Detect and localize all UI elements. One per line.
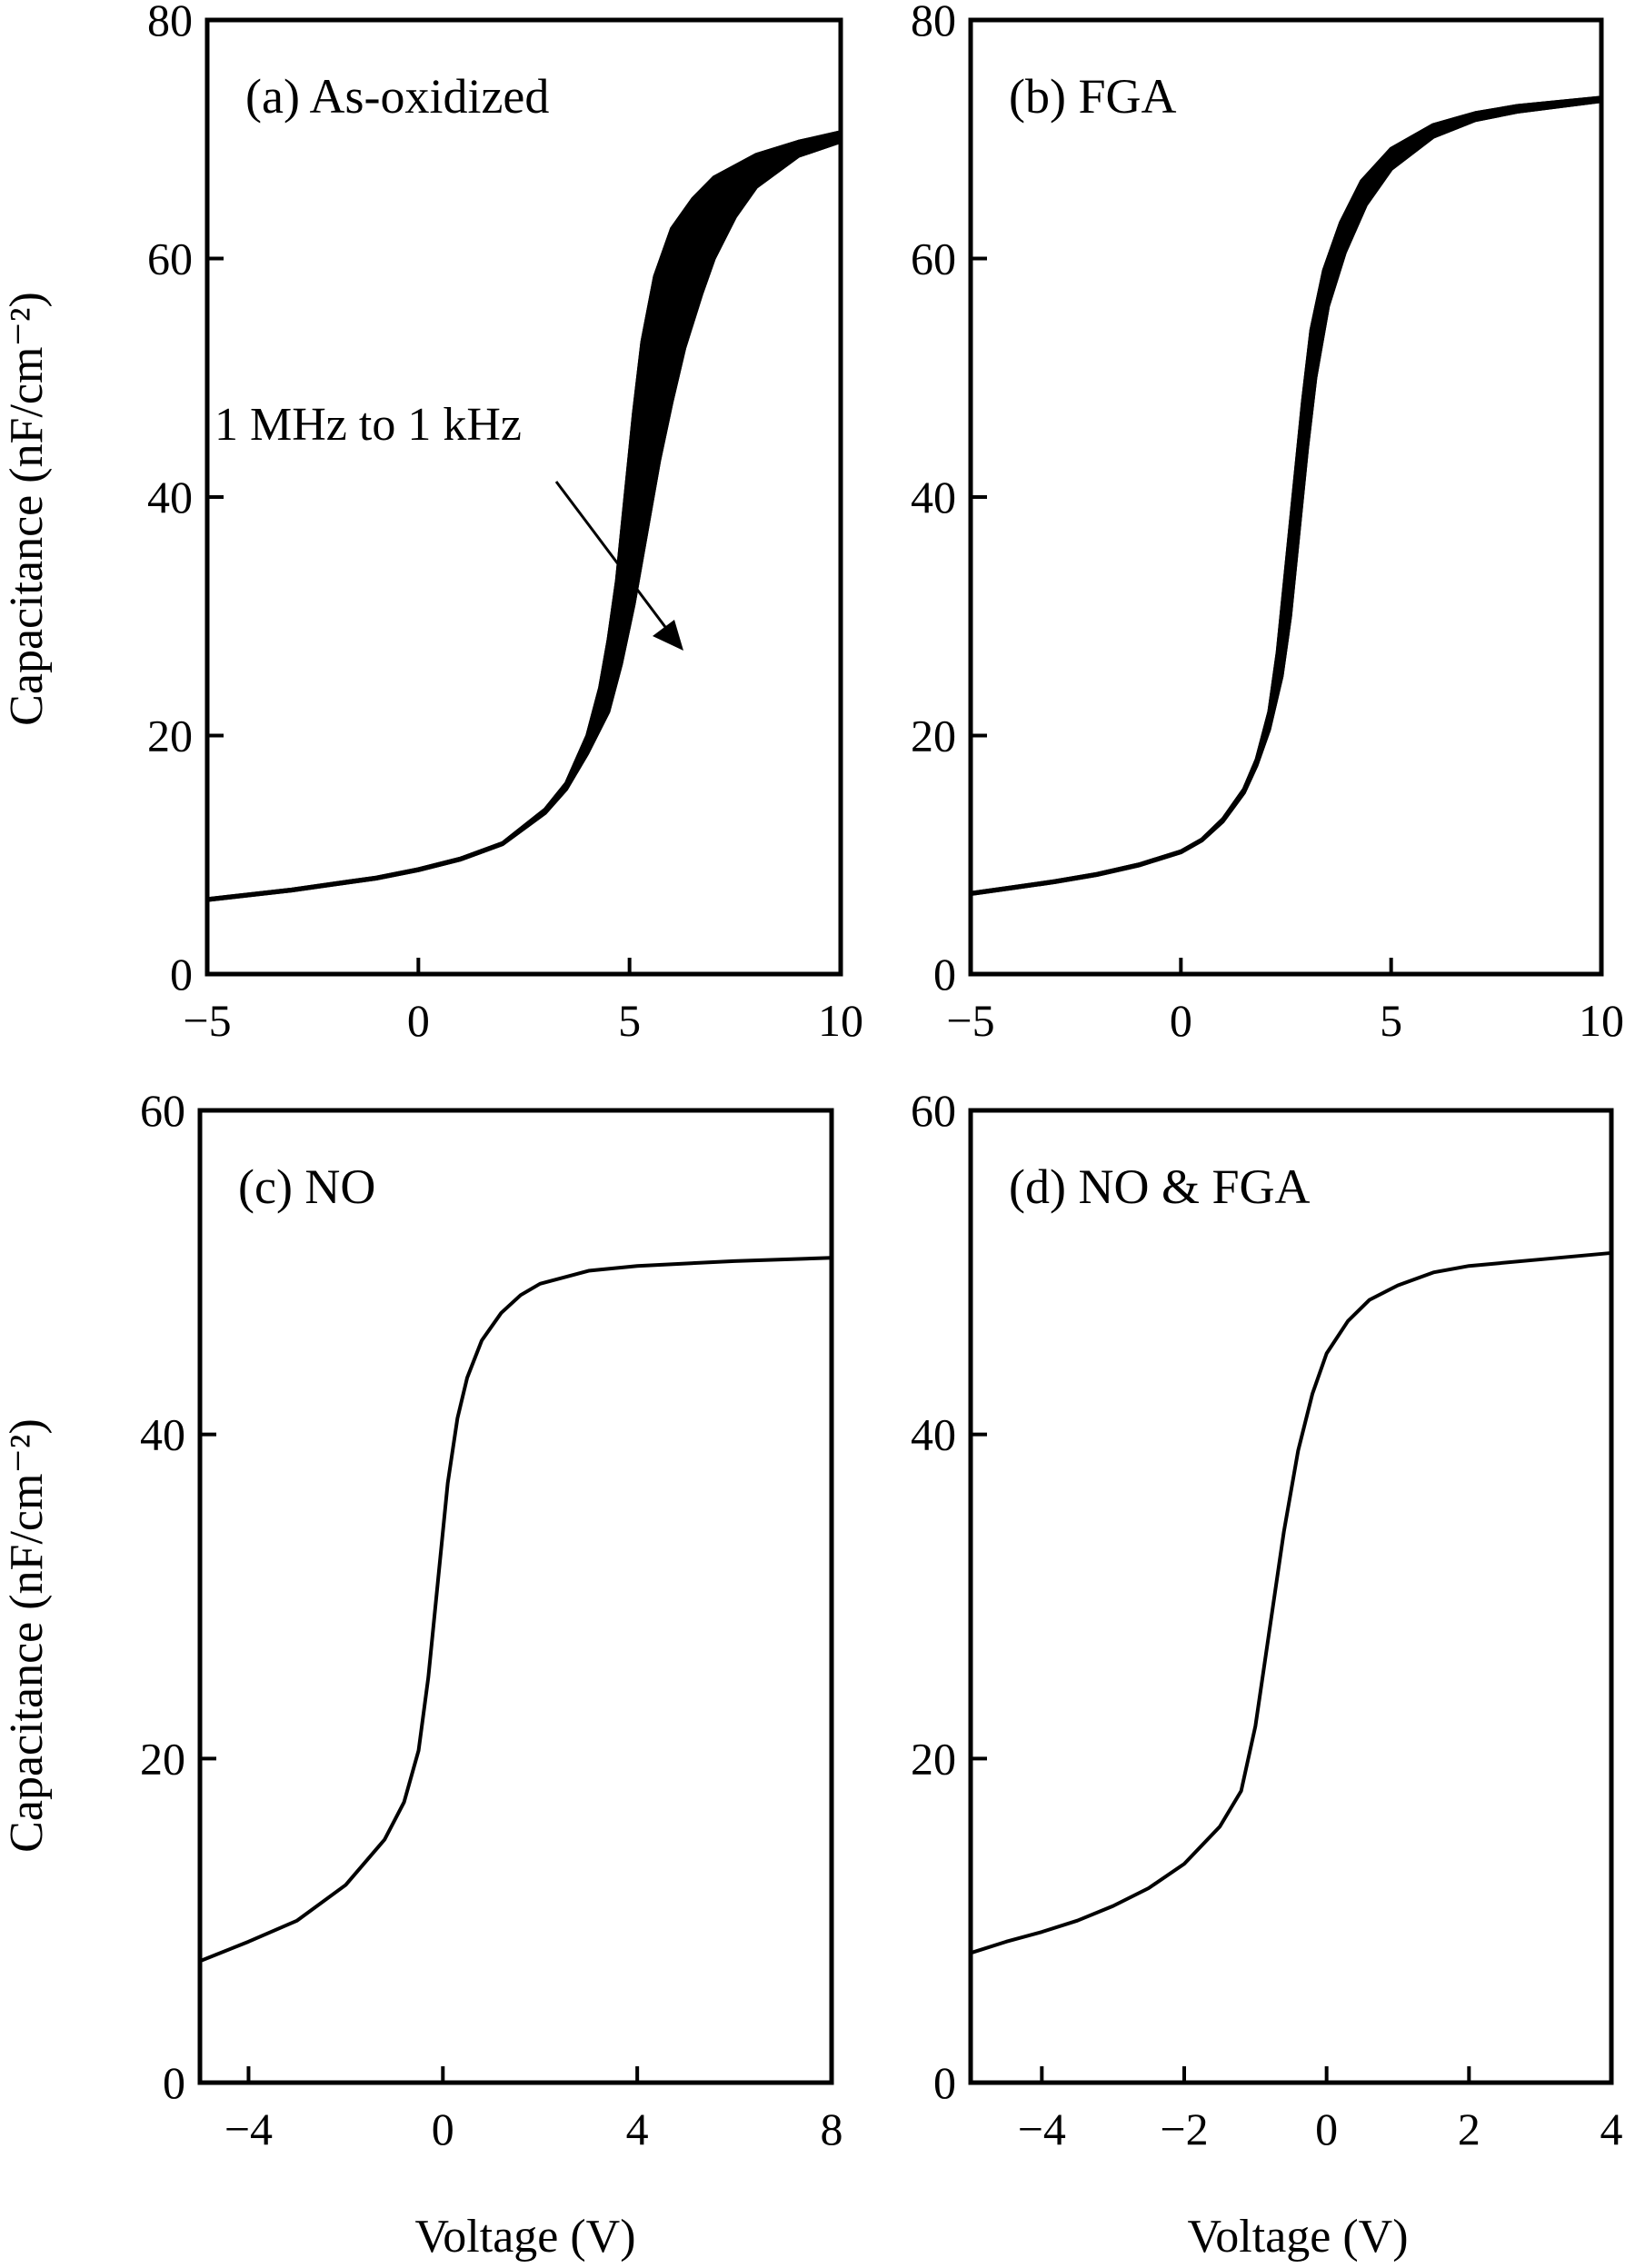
y-tick-label: 80: [911, 0, 956, 45]
x-tick-label: −4: [1018, 2104, 1066, 2154]
plot-frame: [197, 1108, 834, 2085]
plot-frame: [968, 17, 1604, 977]
y-axis-title-top: Capacitance (nF/cm⁻²): [1, 292, 53, 726]
x-tick-label: −2: [1160, 2104, 1208, 2154]
x-tick-label: −5: [946, 995, 994, 1046]
y-axis-title-bottom: Capacitance (nF/cm⁻²): [1, 1418, 53, 1853]
panel-label: (c) NO: [238, 1159, 375, 1214]
y-tick-label: 0: [933, 949, 956, 1000]
x-tick-label: 0: [407, 995, 430, 1046]
panel-c: −4 0 4 8 0 20 40 60 (c) NO: [140, 1085, 843, 2154]
plot-frame: [968, 1108, 1614, 2085]
y-tick-label: 0: [933, 2057, 956, 2108]
y-tick-label: 40: [140, 1409, 185, 1460]
frequency-annotation: 1 MHz to 1 kHz: [214, 399, 522, 451]
x-tick-label: 2: [1458, 2104, 1480, 2154]
panel-label: (d) NO & FGA: [1009, 1159, 1311, 1214]
panel-label: (a) As-oxidized: [245, 69, 549, 124]
y-tick-label: 40: [911, 472, 956, 522]
cv-curve-1: [199, 1256, 832, 1964]
y-tick-label: 60: [911, 234, 956, 284]
y-tick-label: 20: [911, 1733, 956, 1784]
panel-label: (b) FGA: [1009, 69, 1177, 124]
y-tick-label: 40: [911, 1409, 956, 1460]
y-tick-label: 40: [147, 472, 193, 522]
cv-curve-1: [970, 1250, 1612, 1955]
x-tick-label: −5: [183, 995, 231, 1046]
annotation-arrow-head: [653, 620, 683, 651]
x-tick-label: 0: [432, 2104, 454, 2154]
x-tick-label: 5: [1380, 995, 1402, 1046]
x-tick-label: 10: [818, 995, 863, 1046]
annotation-arrow-line: [554, 481, 667, 628]
x-tick-label: 4: [1600, 2104, 1623, 2154]
cv-curve-1: [970, 95, 1602, 895]
y-tick-label: 60: [911, 1085, 956, 1136]
x-tick-label: −4: [224, 2104, 273, 2154]
y-tick-label: 20: [140, 1733, 185, 1784]
x-tick-label: 0: [1170, 995, 1192, 1046]
cv-curve-2: [206, 139, 842, 902]
x-tick-label: 10: [1579, 995, 1624, 1046]
cv-curve-2: [970, 99, 1602, 897]
x-axis-title-right: Voltage (V): [1187, 2211, 1408, 2263]
x-tick-label: 0: [1315, 2104, 1338, 2154]
y-tick-label: 60: [147, 234, 193, 284]
x-axis-title-left: Voltage (V): [414, 2211, 635, 2263]
y-tick-label: 0: [163, 2057, 185, 2108]
frequency-band: [969, 95, 1603, 897]
x-tick-label: 4: [626, 2104, 649, 2154]
y-tick-label: 20: [911, 711, 956, 761]
y-tick-label: 0: [170, 949, 193, 1000]
y-tick-label: 20: [147, 711, 193, 761]
y-tick-label: 60: [140, 1085, 185, 1136]
x-tick-label: 8: [821, 2104, 843, 2154]
frequency-band: [205, 130, 842, 902]
x-tick-label: 5: [618, 995, 641, 1046]
y-tick-label: 80: [147, 0, 193, 45]
cv-curve-1: [206, 130, 842, 901]
